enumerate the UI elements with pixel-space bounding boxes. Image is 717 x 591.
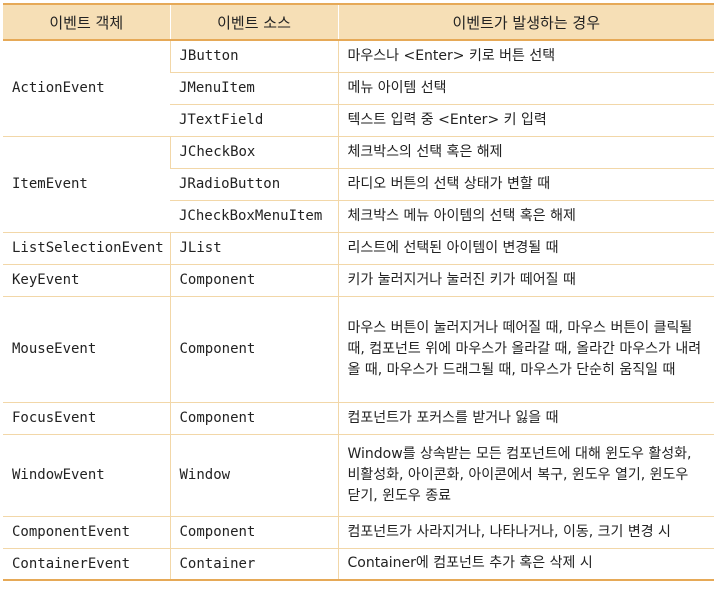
table-row: ItemEvent JCheckBox 체크박스의 선택 혹은 해제 [3, 135, 714, 232]
event-name-cell: MouseEvent [3, 295, 170, 402]
event-name-cell: KeyEvent [3, 263, 170, 296]
event-source-cell: JCheckBoxMenuItem [170, 199, 338, 232]
table-row: KeyEvent Component 키가 눌러지거나 눌러진 키가 떼어질 때 [3, 263, 714, 296]
event-source-cell: Window [169, 433, 338, 516]
event-cause-cell: 리스트에 선택된 아이템이 변경될 때 [337, 231, 714, 264]
table-row: JTextField 텍스트 입력 중 <Enter> 키 입력 [3, 103, 714, 136]
table-row: ComponentEvent Component 컴포넌트가 사라지거나, 나타… [3, 515, 714, 548]
event-source-cell: JButton [169, 39, 338, 72]
event-source-cell: Component [169, 295, 338, 402]
event-cause-cell: 텍스트 입력 중 <Enter> 키 입력 [337, 103, 714, 136]
table-row: ContainerEvent Container Container에 컴포넌트… [3, 547, 714, 581]
table-row: MouseEvent Component 마우스 버튼이 눌러지거나 떼어질 때… [3, 295, 714, 402]
event-cause-cell: 컴포넌트가 포커스를 받거나 잃을 때 [337, 401, 714, 434]
header-row: 이벤트 객체 이벤트 소스 이벤트가 발생하는 경우 [3, 3, 714, 41]
event-cause-cell: Container에 컴포넌트 추가 혹은 삭제 시 [337, 547, 714, 581]
event-cause-cell: 마우스 버튼이 눌러지거나 떼어질 때, 마우스 버튼이 클릭될 때, 컴포넌트… [337, 295, 714, 402]
event-cause-cell: 컴포넌트가 사라지거나, 나타나거나, 이동, 크기 변경 시 [337, 515, 714, 548]
table-row: ListSelectionEvent JList 리스트에 선택된 아이템이 변… [3, 231, 714, 264]
event-cause-cell: 체크박스의 선택 혹은 해제 [337, 135, 714, 168]
event-cause-cell: 체크박스 메뉴 아이템의 선택 혹은 해제 [337, 199, 714, 232]
event-name-cell: ActionEvent [3, 39, 170, 136]
header-event-source: 이벤트 소스 [169, 3, 338, 41]
event-source-cell: JTextField [170, 103, 338, 136]
event-source-cell: JList [169, 231, 338, 264]
event-source-cell: JRadioButton [170, 167, 338, 200]
event-name-cell: ItemEvent [3, 135, 170, 232]
event-name-cell: FocusEvent [3, 401, 170, 434]
table-row: JMenuItem 메뉴 아이템 선택 [3, 71, 714, 104]
event-source-cell: JMenuItem [170, 71, 338, 104]
event-name-cell: WindowEvent [3, 433, 170, 516]
table-row: ActionEvent JButton 마우스나 <Enter> 키로 버튼 선… [3, 39, 714, 136]
event-cause-cell: Window를 상속받는 모든 컴포넌트에 대해 윈도우 활성화, 비활성화, … [337, 433, 714, 516]
event-cause-cell: 마우스나 <Enter> 키로 버튼 선택 [337, 39, 714, 72]
event-source-cell: Container [169, 547, 338, 581]
event-name-cell: ListSelectionEvent [3, 231, 170, 264]
event-cause-cell: 키가 눌러지거나 눌러진 키가 떼어질 때 [337, 263, 714, 296]
event-source-cell: Component [169, 401, 338, 434]
event-name-cell: ComponentEvent [3, 515, 170, 548]
event-name-cell: ContainerEvent [3, 547, 170, 581]
table-row: WindowEvent Window Window를 상속받는 모든 컴포넌트에… [3, 433, 714, 516]
table-row: JCheckBoxMenuItem 체크박스 메뉴 아이템의 선택 혹은 해제 [3, 199, 714, 232]
event-source-cell: Component [169, 515, 338, 548]
header-event-object: 이벤트 객체 [3, 3, 170, 41]
header-event-cause: 이벤트가 발생하는 경우 [337, 3, 714, 41]
event-source-cell: Component [169, 263, 338, 296]
table-row: FocusEvent Component 컴포넌트가 포커스를 받거나 잃을 때 [3, 401, 714, 434]
event-table: 이벤트 객체 이벤트 소스 이벤트가 발생하는 경우 ActionEvent J… [3, 3, 714, 581]
event-cause-cell: 메뉴 아이템 선택 [337, 71, 714, 104]
table-row: JRadioButton 라디오 버튼의 선택 상태가 변할 때 [3, 167, 714, 200]
event-source-cell: JCheckBox [169, 135, 338, 168]
event-cause-cell: 라디오 버튼의 선택 상태가 변할 때 [337, 167, 714, 200]
